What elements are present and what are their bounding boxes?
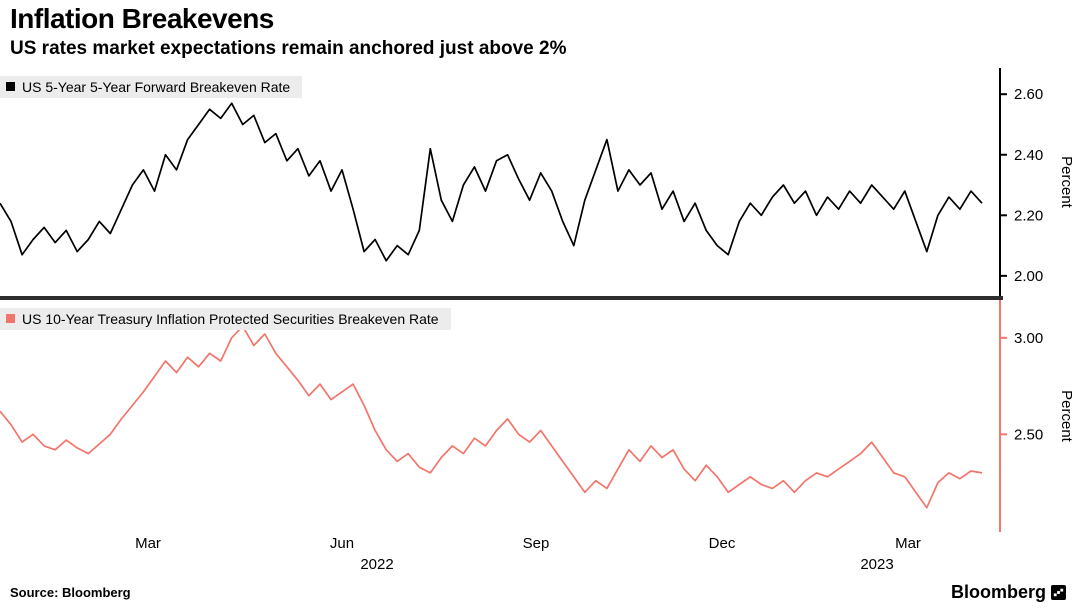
y-tick-label: 2.40 [1014, 146, 1043, 163]
series-line [0, 324, 983, 509]
bloomberg-brand-text: Bloomberg [950, 582, 1046, 602]
y-axis-label: Percent [1058, 390, 1075, 443]
x-year-label: 2023 [860, 555, 894, 573]
chart-title: Inflation Breakevens [10, 3, 274, 34]
x-tick-label: Jun [329, 534, 355, 552]
bottom-chart-panel: US 10-Year Treasury Inflation Protected … [0, 299, 1078, 532]
x-tick-label: Mar [135, 534, 161, 552]
legend-bottom: US 10-Year Treasury Inflation Protected … [0, 307, 451, 330]
x-tick-label: Dec [708, 534, 736, 552]
panel-separator [0, 295, 1003, 300]
x-axis: Mar Jun Sep Dec Mar 2022 2023 [0, 532, 1003, 578]
legend-top: US 5-Year 5-Year Forward Breakeven Rate [0, 75, 303, 98]
source-credit: Source: Bloomberg [10, 585, 131, 600]
y-tick-label: 3.00 [1014, 329, 1043, 346]
series-line [0, 102, 983, 262]
top-chart-panel: US 5-Year 5-Year Forward Breakeven Rate … [0, 67, 1078, 296]
x-tick-label: Mar [895, 534, 921, 552]
legend-label-bottom: US 10-Year Treasury Inflation Protected … [22, 310, 439, 327]
legend-swatch-black [6, 82, 15, 92]
bloomberg-logo-icon [1051, 585, 1066, 600]
legend-swatch-red [6, 314, 15, 324]
y-axis-label: Percent [1058, 156, 1075, 209]
y-tick-label: 2.50 [1014, 426, 1043, 443]
y-tick-label: 2.60 [1014, 86, 1043, 103]
top-chart-plot: 2.60 2.40 2.20 2.00 Percent [0, 67, 1075, 296]
chart-subtitle: US rates market expectations remain anch… [10, 37, 567, 59]
legend-label-top: US 5-Year 5-Year Forward Breakeven Rate [22, 78, 291, 95]
y-tick-label: 2.20 [1014, 207, 1043, 224]
bottom-chart-plot: 3.00 2.50 Percent [0, 299, 1075, 532]
y-tick-label: 2.00 [1014, 268, 1043, 285]
x-tick-label: Sep [522, 534, 550, 552]
bloomberg-wordmark: Bloomberg [951, 582, 1066, 603]
x-year-label: 2022 [360, 555, 394, 573]
